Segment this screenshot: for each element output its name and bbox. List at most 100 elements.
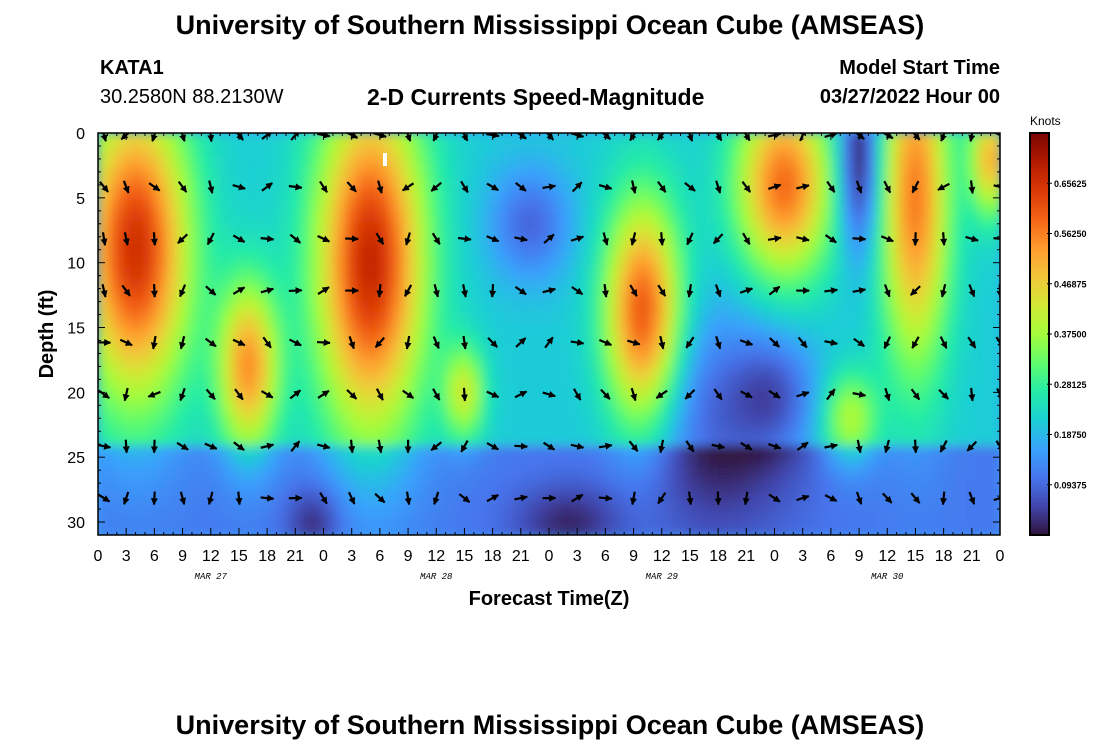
current-arrow bbox=[826, 388, 836, 401]
current-arrow bbox=[543, 233, 555, 244]
current-arrow bbox=[458, 493, 471, 503]
x-tick-label: 12 bbox=[653, 548, 671, 565]
current-arrow bbox=[346, 389, 358, 400]
x-tick-label: 18 bbox=[484, 548, 502, 565]
current-arrow bbox=[713, 388, 723, 401]
current-arrow bbox=[853, 337, 865, 348]
current-arrow bbox=[797, 336, 808, 349]
colorbar-tick-label: 0.46875 bbox=[1054, 279, 1087, 289]
current-arrow bbox=[940, 284, 948, 298]
current-arrow bbox=[347, 491, 356, 505]
current-arrow bbox=[432, 284, 440, 298]
current-arrow bbox=[376, 439, 384, 454]
y-tick-label: 25 bbox=[67, 450, 85, 467]
current-arrow bbox=[658, 439, 666, 454]
current-arrow bbox=[150, 284, 158, 298]
current-arrow bbox=[570, 235, 585, 243]
current-arrow bbox=[570, 442, 585, 450]
current-arrow bbox=[883, 336, 892, 349]
x-date-label: MAR 29 bbox=[646, 572, 679, 582]
x-tick-label: 12 bbox=[878, 548, 896, 565]
current-arrow bbox=[685, 440, 695, 453]
current-arrow bbox=[911, 336, 920, 349]
x-tick-label: 9 bbox=[404, 548, 413, 565]
current-arrow bbox=[855, 491, 863, 505]
current-arrow bbox=[205, 285, 217, 296]
y-tick-label: 10 bbox=[67, 256, 85, 273]
current-arrow bbox=[122, 491, 130, 505]
current-arrow bbox=[598, 494, 613, 502]
x-tick-label: 21 bbox=[963, 548, 981, 565]
current-arrow bbox=[150, 491, 158, 506]
x-tick-label: 3 bbox=[347, 548, 356, 565]
current-arrow bbox=[204, 337, 217, 348]
x-date-label: MAR 27 bbox=[195, 572, 228, 582]
x-tick-label: 0 bbox=[94, 548, 103, 565]
current-arrow bbox=[995, 440, 1000, 453]
current-arrow bbox=[99, 181, 109, 193]
current-arrow bbox=[940, 232, 948, 246]
current-arrow bbox=[993, 235, 1000, 243]
current-arrow bbox=[260, 287, 275, 294]
current-arrow bbox=[602, 232, 609, 246]
current-arrow bbox=[627, 339, 641, 346]
y-axis: 0 5 10 15 20 25 30 bbox=[67, 126, 1000, 536]
x-axis: 0 3 6 9 12 15 18 21 0 3 6 9 12 15 18 21 0 3 6 9 12 15 18 21 0 3 6 9… bbox=[94, 133, 1005, 582]
current-arrow bbox=[742, 232, 751, 245]
current-arrow bbox=[630, 387, 637, 402]
current-arrow bbox=[824, 234, 837, 244]
current-arrow bbox=[712, 233, 724, 245]
current-arrow bbox=[598, 338, 613, 347]
x-date-label: MAR 30 bbox=[871, 572, 904, 582]
current-arrow bbox=[542, 391, 556, 398]
current-arrow bbox=[570, 339, 585, 346]
current-arrow bbox=[883, 180, 892, 194]
x-tick-label: 12 bbox=[427, 548, 445, 565]
current-arrow bbox=[657, 180, 667, 193]
chart-subtitle: 2-D Currents Speed-Magnitude bbox=[367, 84, 705, 110]
current-arrow bbox=[968, 387, 976, 402]
current-arrow bbox=[657, 284, 667, 297]
x-tick-label: 21 bbox=[286, 548, 304, 565]
current-arrow bbox=[767, 235, 782, 243]
current-arrow bbox=[598, 442, 613, 450]
current-arrow bbox=[319, 491, 328, 505]
y-tick-label: 15 bbox=[67, 321, 85, 338]
current-arrow bbox=[714, 491, 722, 506]
current-arrow bbox=[262, 336, 272, 349]
current-arrow bbox=[826, 180, 836, 193]
current-arrow bbox=[796, 390, 810, 398]
colorbar-label: Knots bbox=[1030, 114, 1061, 128]
y-tick-label: 5 bbox=[76, 191, 85, 208]
current-arrow bbox=[316, 442, 331, 450]
current-arrow bbox=[376, 180, 384, 194]
current-arrow bbox=[147, 390, 161, 398]
colorbar-tick-label: 0.56250 bbox=[1054, 229, 1087, 239]
current-arrow bbox=[768, 442, 782, 450]
current-arrow bbox=[432, 336, 440, 350]
current-arrow bbox=[514, 494, 528, 502]
current-arrow bbox=[148, 182, 161, 192]
current-arrow bbox=[375, 388, 384, 401]
current-arrow bbox=[348, 335, 356, 350]
model-start-value: 03/27/2022 Hour 00 bbox=[819, 86, 1000, 108]
current-arrow bbox=[882, 492, 893, 504]
current-arrow bbox=[911, 439, 919, 454]
current-arrow bbox=[234, 388, 244, 401]
current-arrow bbox=[460, 335, 468, 350]
current-arrow bbox=[940, 491, 948, 506]
current-arrow bbox=[122, 387, 130, 402]
current-arrow bbox=[711, 442, 726, 450]
current-arrow bbox=[375, 232, 385, 245]
current-arrow bbox=[177, 180, 188, 193]
current-arrow bbox=[968, 284, 976, 298]
current-arrow bbox=[288, 183, 303, 191]
current-arrow bbox=[179, 284, 187, 298]
current-arrow bbox=[179, 335, 186, 350]
x-tick-label: 3 bbox=[798, 548, 807, 565]
model-start-label: Model Start Time bbox=[839, 57, 1000, 79]
current-arrow bbox=[852, 235, 867, 243]
current-arrow bbox=[316, 338, 331, 347]
current-arrow bbox=[939, 439, 948, 453]
current-arrow bbox=[232, 286, 246, 295]
